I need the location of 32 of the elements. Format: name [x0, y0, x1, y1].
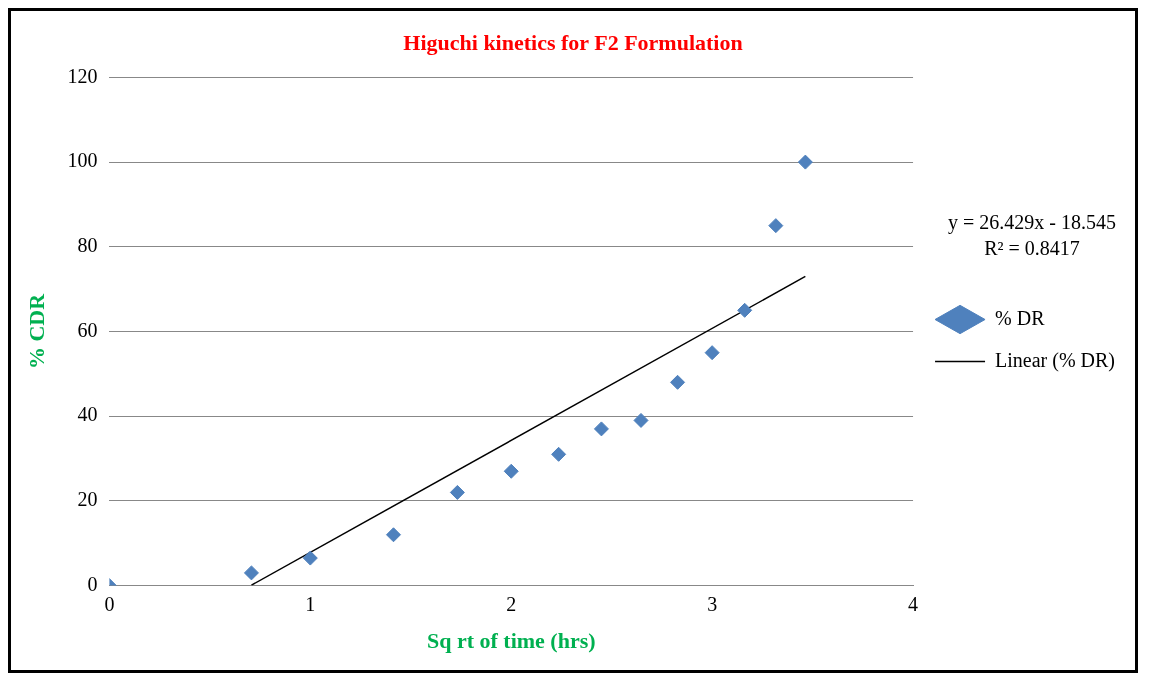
x-tick-label: 0: [104, 592, 115, 615]
point: [302, 550, 318, 566]
point: [449, 484, 465, 500]
y-tick-label: 80: [77, 234, 98, 257]
point: [593, 421, 609, 437]
point: [551, 446, 567, 462]
x-tick-label: 1: [305, 592, 316, 615]
point: [797, 154, 813, 170]
point: [243, 565, 259, 581]
y-axis-title: % CDR: [23, 292, 49, 370]
y-tick-label: 0: [87, 572, 98, 595]
legend-label: % DR: [995, 306, 1046, 329]
chart-title: Higuchi kinetics for F2 Formulation: [403, 29, 743, 55]
y-tick-label: 20: [77, 488, 98, 511]
text: R² = 0.8417: [984, 237, 1080, 260]
y-tick-label: 120: [67, 64, 98, 87]
text: y = 26.429x - 18.545: [948, 211, 1116, 235]
point: [633, 412, 649, 428]
x-axis-title: Sq rt of time (hrs): [426, 628, 596, 654]
point: [670, 374, 686, 390]
point: [704, 345, 720, 361]
y-tick-label: 100: [67, 149, 98, 172]
point: [503, 463, 519, 479]
point: [737, 302, 753, 318]
x-tick-label: 2: [506, 592, 517, 615]
x-tick-label: 4: [908, 592, 919, 615]
y-tick-label: 60: [77, 318, 98, 341]
point: [385, 527, 401, 543]
x-tick-label: 3: [707, 592, 718, 615]
y-tick-label: 40: [77, 403, 98, 426]
point: [768, 218, 784, 234]
legend-label: Linear (% DR): [995, 348, 1115, 372]
